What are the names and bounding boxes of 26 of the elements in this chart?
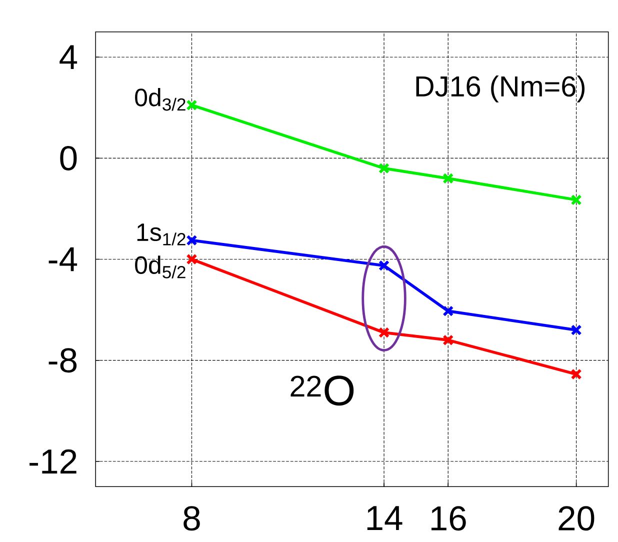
series-label: 0d$_{5/2}$ [135, 256, 186, 278]
y-tick-label: 4 [60, 45, 78, 69]
y-tick-label: -12 [30, 449, 76, 474]
series-label: 0d$_{3/2}$ [135, 88, 186, 111]
point [442, 334, 454, 346]
x-tick-label: 14 [367, 506, 402, 530]
y-tick-label: -4 [48, 247, 78, 272]
y-tick-label: 0 [60, 146, 77, 170]
point [378, 326, 390, 338]
x-tick-label: 16 [431, 506, 466, 531]
point [442, 305, 454, 316]
point [570, 368, 582, 380]
point [378, 260, 390, 272]
point [186, 254, 198, 265]
annotation: $^{22}$O [290, 376, 354, 406]
point [378, 162, 390, 174]
point [442, 172, 454, 184]
x-tick-label: 20 [558, 506, 594, 531]
point [570, 194, 582, 206]
y-tick-label: -8 [48, 348, 77, 372]
point [186, 100, 198, 111]
annotation: DJ16 (Nm=6) [416, 75, 585, 102]
series-label: 1s$_{1/2}$ [137, 224, 186, 246]
x-tick-label: 8 [184, 506, 200, 531]
point [186, 234, 198, 246]
point [570, 324, 582, 336]
